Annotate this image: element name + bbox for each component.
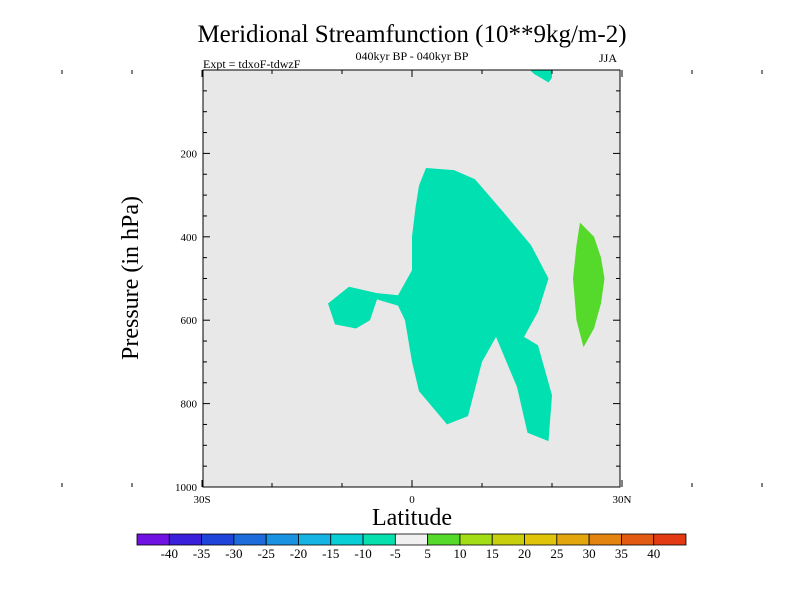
colorbar-label: 40	[647, 546, 660, 561]
colorbar-swatch	[362, 533, 396, 546]
colorbar-label: 30	[583, 546, 596, 561]
colorbar-label: 20	[518, 546, 531, 561]
colorbar-label: 15	[486, 546, 499, 561]
x-tick-label: 60S	[0, 494, 1, 506]
chart-title: Meridional Streamfunction (10**9kg/m-2)	[197, 21, 626, 48]
colorbar-swatch	[394, 533, 429, 546]
colorbar-swatch	[233, 533, 267, 546]
x-tick-label: 0	[409, 494, 415, 506]
colorbar-swatch	[330, 533, 364, 546]
colorbar-label: -5	[390, 546, 401, 561]
colorbar-swatch	[265, 533, 299, 546]
y-axis-title: Pressure (in hPa)	[118, 196, 144, 360]
colorbar-label: 5	[424, 546, 431, 561]
colorbar-swatch	[653, 533, 687, 546]
x-tick-label: 30S	[193, 494, 210, 506]
colorbar-swatch	[427, 533, 461, 546]
colorbar-swatch	[621, 533, 655, 546]
contour-region-3	[573, 222, 605, 348]
colorbar-label: 25	[550, 546, 563, 561]
colorbar-label: -10	[354, 546, 371, 561]
colorbar-label: -30	[225, 546, 242, 561]
colorbar-label: -40	[161, 546, 178, 561]
colorbar-swatch	[556, 533, 590, 546]
colorbar-swatch	[298, 533, 332, 546]
colorbar-label: 35	[615, 546, 628, 561]
colorbar-label: -20	[290, 546, 307, 561]
plot-area: 60S30S030N60N2004006008001000	[0, 69, 763, 506]
colorbar-label: 10	[453, 546, 466, 561]
colorbar-swatch	[491, 533, 525, 546]
y-tick-label: 600	[181, 315, 198, 327]
colorbar-label: -15	[322, 546, 339, 561]
colorbar-swatch	[459, 533, 493, 546]
colorbar-swatch	[136, 533, 170, 546]
y-tick-label: 200	[181, 148, 198, 160]
colorbar-label: -25	[258, 546, 275, 561]
colorbar-label: -35	[193, 546, 210, 561]
colorbar: -40 -35 -30 -25 -20 -15 -10 -5 5 10 15 20 25 30 35 40	[136, 533, 687, 561]
x-axis-title: Latitude	[372, 505, 452, 531]
colorbar-swatch	[524, 533, 558, 546]
chart-subtitle: 040kyr BP - 040kyr BP	[356, 49, 469, 63]
season-label: JJA	[599, 51, 617, 65]
y-tick-label: 1000	[175, 482, 198, 494]
experiment-label: Expt = tdxoF-tdwzF	[203, 57, 301, 71]
colorbar-swatch	[201, 533, 235, 546]
contour-region-1	[531, 70, 552, 83]
colorbar-swatch	[588, 533, 622, 546]
x-tick-label: 30N	[613, 494, 632, 506]
y-tick-label: 400	[181, 232, 198, 244]
y-tick-label: 800	[181, 399, 198, 411]
contour-region-2	[328, 168, 552, 442]
colorbar-swatch	[168, 533, 202, 546]
